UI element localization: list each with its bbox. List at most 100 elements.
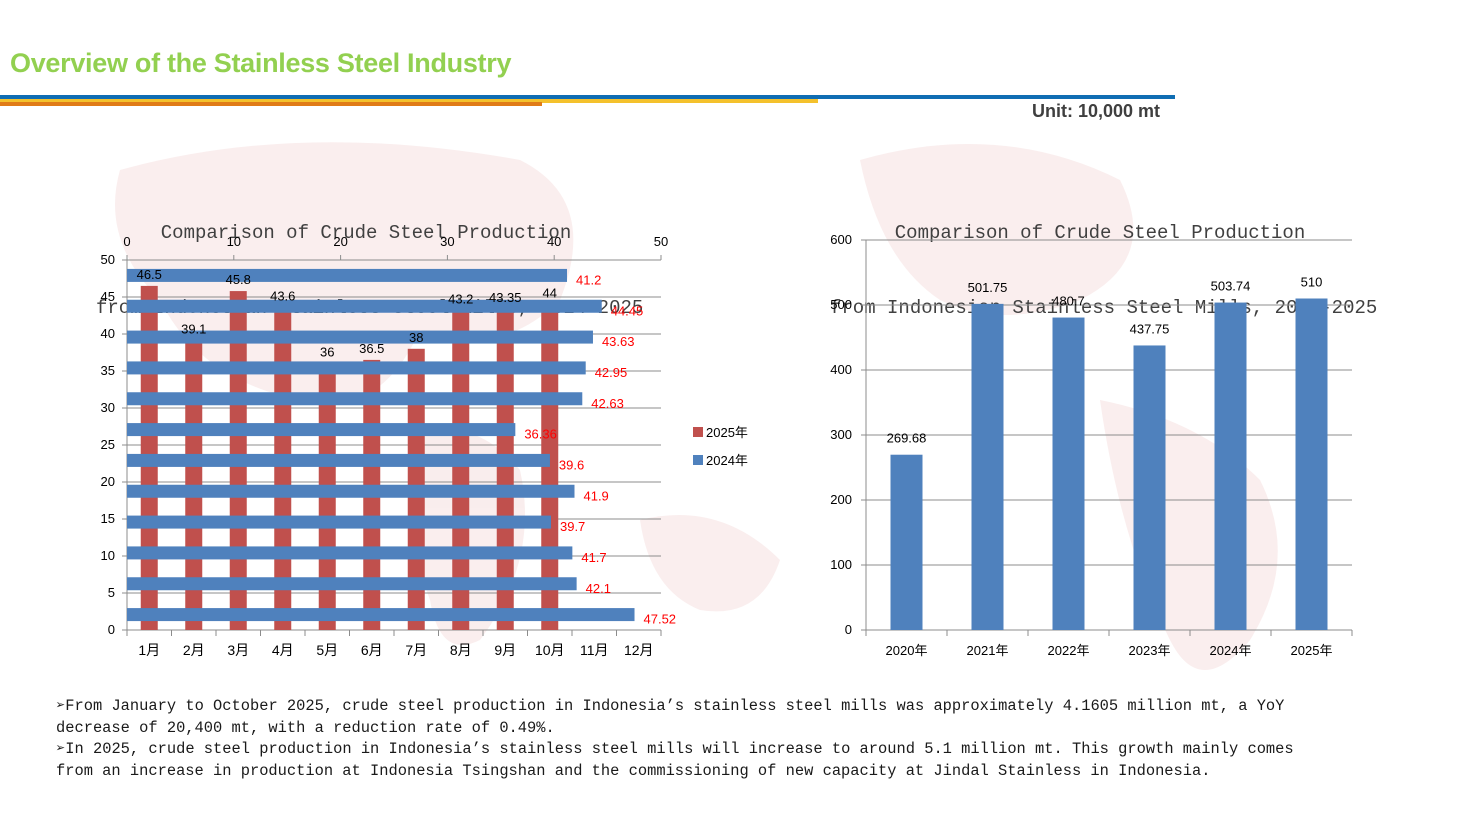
y-tick-label: 0 xyxy=(108,622,115,637)
data-label: 437.75 xyxy=(1130,321,1170,336)
data-label-2024: 42.63 xyxy=(591,396,624,411)
data-label-2025: 43.35 xyxy=(489,290,522,305)
bar-2024 xyxy=(127,453,550,467)
data-label-2024: 36.36 xyxy=(524,427,557,442)
bar xyxy=(890,454,923,630)
bar-2024 xyxy=(127,515,551,529)
y-tick-label: 600 xyxy=(830,232,852,247)
data-label-2024: 39.7 xyxy=(560,519,585,534)
data-label-2024: 41.9 xyxy=(583,488,608,503)
x-tick-label: 2023年 xyxy=(1129,643,1171,658)
y-tick-label: 0 xyxy=(845,622,852,637)
bar-2024 xyxy=(127,423,516,437)
note-paragraph-1: ➢From January to October 2025, crude ste… xyxy=(56,697,1294,737)
bar xyxy=(1052,317,1085,630)
data-label-2025: 38 xyxy=(409,330,423,345)
chart2-title-line1: Comparison of Crude Steel Production xyxy=(894,222,1306,244)
y-tick-label: 30 xyxy=(101,400,115,415)
y-tick-label: 10 xyxy=(101,548,115,563)
legend-label-2025: 2025年 xyxy=(706,425,748,440)
y-tick-label: 35 xyxy=(101,363,115,378)
data-label: 269.68 xyxy=(887,431,927,446)
data-label-2025: 45.8 xyxy=(226,272,251,287)
legend-label-2024: 2024年 xyxy=(706,453,748,468)
chart1-title-line1: Comparison of Crude Steel Production xyxy=(160,222,572,244)
bar-2024 xyxy=(127,299,602,313)
y-tick-label: 300 xyxy=(830,427,852,442)
data-label: 503.74 xyxy=(1211,279,1251,294)
bar xyxy=(1133,345,1166,630)
header-stripe-orange xyxy=(0,102,542,106)
x-tick-label: 12月 xyxy=(624,642,654,658)
y-tick-label: 500 xyxy=(830,297,852,312)
x-tick-label: 2025年 xyxy=(1291,643,1333,658)
x-tick-label: 10月 xyxy=(535,642,565,658)
y-tick-label: 50 xyxy=(101,252,115,267)
bar-2024 xyxy=(127,577,577,591)
y-tick-label: 40 xyxy=(101,326,115,341)
data-label-2024: 44.45 xyxy=(611,303,644,318)
data-label-2024: 42.95 xyxy=(595,365,628,380)
data-label-2025: 39.1 xyxy=(181,322,206,337)
x-tick-label: 9月 xyxy=(494,642,516,658)
bar-2024 xyxy=(127,268,568,282)
y-tick-label: 200 xyxy=(830,492,852,507)
top-axis-tick-label: 20 xyxy=(333,234,347,249)
y-tick-label: 100 xyxy=(830,557,852,572)
y-tick-label: 20 xyxy=(101,474,115,489)
bar xyxy=(971,303,1004,630)
data-label-2025: 43.6 xyxy=(270,288,295,303)
y-tick-label: 400 xyxy=(830,362,852,377)
data-label-2025: 43.2 xyxy=(448,291,473,306)
x-tick-label: 2020年 xyxy=(886,643,928,658)
top-axis-tick-label: 10 xyxy=(227,234,241,249)
legend-swatch-2025 xyxy=(693,427,703,437)
data-label: 501.75 xyxy=(968,280,1008,295)
top-axis-tick-label: 50 xyxy=(654,234,668,249)
data-label-2024: 47.52 xyxy=(644,612,677,627)
bar-2024 xyxy=(127,484,575,498)
header-stripe-yellow xyxy=(0,99,818,103)
note-paragraph-2: ➢In 2025, crude steel production in Indo… xyxy=(56,740,1303,780)
bar-2024 xyxy=(127,330,593,344)
top-axis-tick-label: 40 xyxy=(547,234,561,249)
unit-label: Unit: 10,000 mt xyxy=(1032,101,1161,121)
x-tick-label: 5月 xyxy=(316,642,338,658)
x-tick-label: 6月 xyxy=(361,642,383,658)
x-tick-label: 8月 xyxy=(450,642,472,658)
top-axis-tick-label: 30 xyxy=(440,234,454,249)
bar-2024 xyxy=(127,608,635,622)
bar-2024 xyxy=(127,361,586,375)
data-label-2024: 39.6 xyxy=(559,457,584,472)
data-label-2024: 42.1 xyxy=(586,581,611,596)
x-tick-label: 2月 xyxy=(183,642,205,658)
data-label-2025: 36.5 xyxy=(359,341,384,356)
bar-2024 xyxy=(127,392,583,406)
data-label-2024: 41.7 xyxy=(581,550,606,565)
y-tick-label: 5 xyxy=(108,585,115,600)
y-tick-label: 15 xyxy=(101,511,115,526)
x-tick-label: 2021年 xyxy=(967,643,1009,658)
data-label-2025: 44 xyxy=(543,285,557,300)
bar-2024 xyxy=(127,546,573,560)
data-label-2025: 36 xyxy=(320,345,334,360)
top-axis-tick-label: 0 xyxy=(123,234,130,249)
x-tick-label: 2022年 xyxy=(1048,643,1090,658)
x-tick-label: 2024年 xyxy=(1210,643,1252,658)
bar xyxy=(1295,298,1328,630)
header-stripe-blue xyxy=(0,95,1175,99)
data-label-2025: 46.5 xyxy=(137,267,162,282)
x-tick-label: 7月 xyxy=(405,642,427,658)
y-tick-label: 45 xyxy=(101,289,115,304)
x-tick-label: 4月 xyxy=(272,642,294,658)
page-title: Overview of the Stainless Steel Industry xyxy=(10,48,512,78)
y-tick-label: 25 xyxy=(101,437,115,452)
bar xyxy=(1214,302,1247,630)
data-label-2024: 41.2 xyxy=(576,272,601,287)
x-tick-label: 11月 xyxy=(580,642,609,658)
data-label-2024: 43.63 xyxy=(602,334,635,349)
x-tick-label: 1月 xyxy=(138,642,160,658)
legend-swatch-2024 xyxy=(693,455,703,465)
